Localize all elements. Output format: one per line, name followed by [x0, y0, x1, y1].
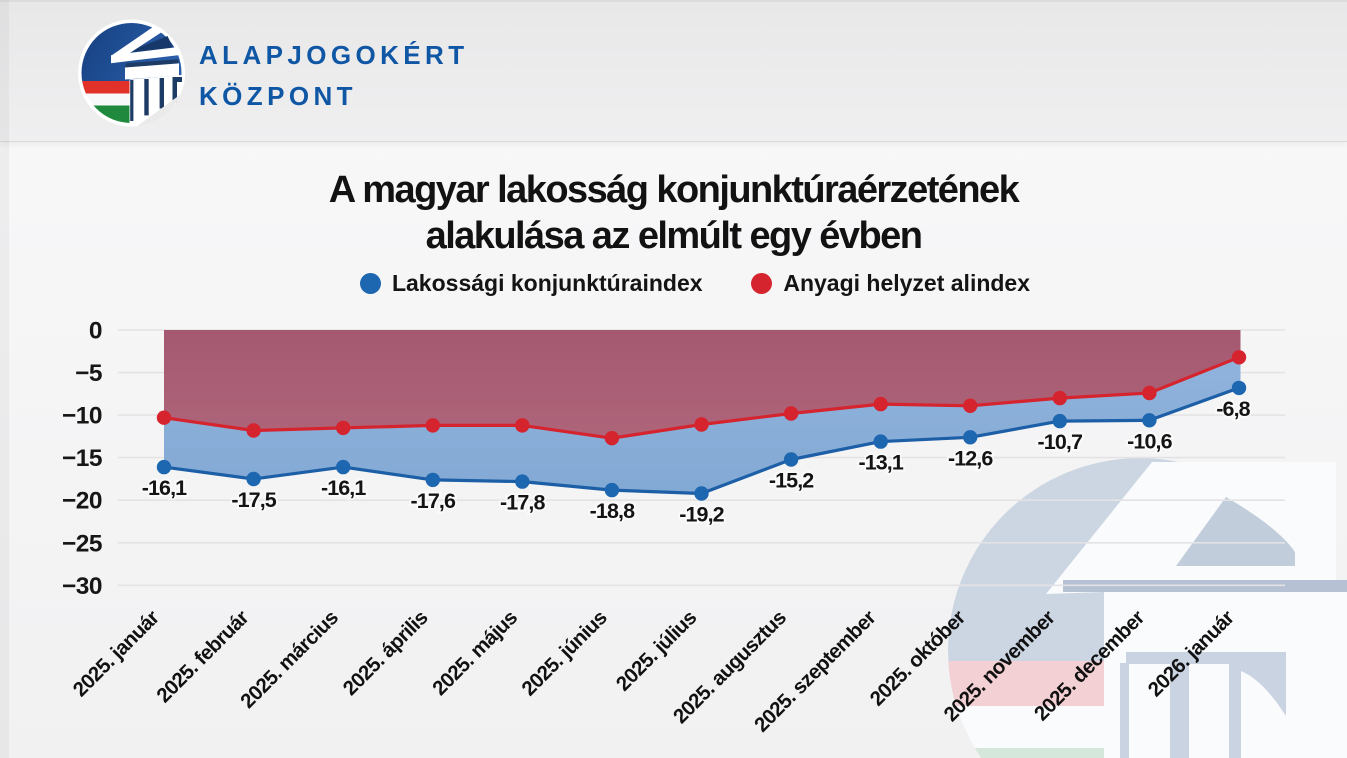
svg-text:2025. április: 2025. április	[339, 606, 433, 700]
svg-text:−25: −25	[62, 530, 102, 557]
svg-text:−10: −10	[62, 403, 102, 430]
svg-text:-10,6: -10,6	[1127, 429, 1172, 453]
svg-text:-17,8: -17,8	[500, 491, 545, 515]
svg-text:-17,6: -17,6	[411, 489, 456, 513]
svg-text:-17,5: -17,5	[231, 488, 276, 512]
svg-text:−30: −30	[62, 573, 102, 600]
svg-text:-19,2: -19,2	[679, 503, 724, 527]
svg-text:-16,1: -16,1	[321, 476, 366, 500]
svg-text:-6,8: -6,8	[1216, 397, 1250, 421]
svg-text:2025. május: 2025. május	[428, 606, 522, 700]
svg-text:-16,1: -16,1	[142, 476, 187, 500]
svg-text:−5: −5	[75, 360, 102, 387]
svg-text:−20: −20	[62, 488, 102, 515]
svg-text:-10,7: -10,7	[1038, 430, 1083, 454]
svg-text:-15,2: -15,2	[769, 469, 814, 493]
svg-text:−15: −15	[62, 445, 102, 472]
svg-text:-12,6: -12,6	[948, 446, 993, 470]
svg-text:-18,8: -18,8	[590, 499, 635, 523]
svg-text:2025. február: 2025. február	[152, 606, 253, 707]
svg-text:-13,1: -13,1	[858, 451, 903, 475]
svg-text:0: 0	[89, 318, 102, 345]
svg-text:2025. január: 2025. január	[69, 606, 164, 701]
svg-text:2025. június: 2025. június	[517, 606, 611, 700]
svg-text:2025. július: 2025. július	[612, 606, 701, 695]
